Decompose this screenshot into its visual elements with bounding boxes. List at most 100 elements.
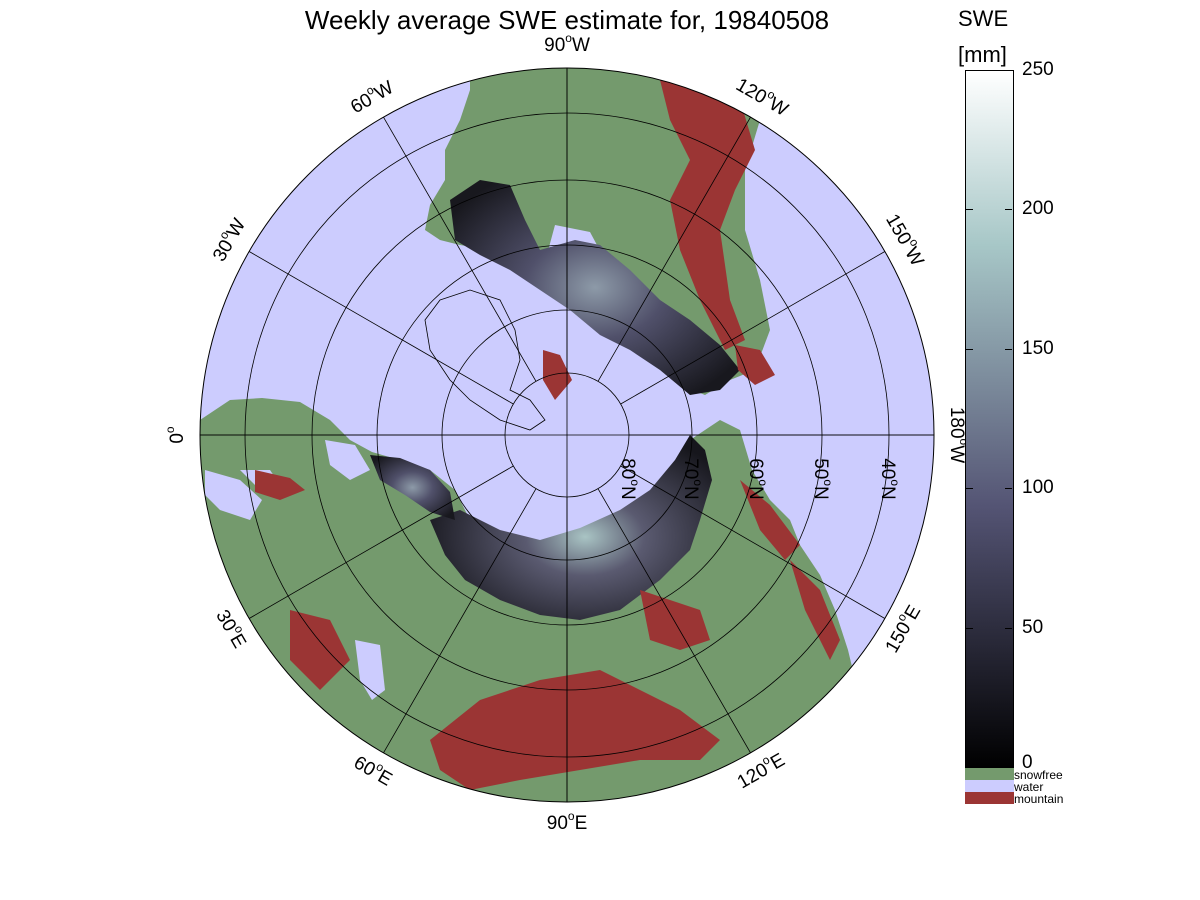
degree-symbol: o [756,479,770,486]
water-caspian [355,640,385,700]
degree-symbol: o [957,439,971,446]
colorbar-tick-mark [966,627,973,629]
legend-label-mountain: mountain [1014,792,1064,806]
longitude-label-hemisphere: W [900,244,927,270]
degree-symbol: o [888,479,902,486]
meridian-line [248,251,514,405]
mountain-kamchatka [790,560,840,660]
meridian-line [597,488,751,754]
latitude-label-degrees: 60 [745,458,766,479]
latitude-label-hemisphere: N [877,486,898,500]
snow-north-america [450,180,740,395]
meridian-line [597,116,751,382]
degree-symbol: o [691,479,705,486]
legend-label-snowfree: snowfree [1014,768,1063,782]
latitude-label-degrees: 40 [877,458,898,479]
colorbar-tick-mark [966,488,973,490]
longitude-label-hemisphere: W [946,445,967,463]
colorbar-tick-mark [1005,70,1012,71]
longitude-label: 60oW [345,74,397,118]
map-title: Weekly average SWE estimate for, 1984050… [304,5,830,35]
longitude-label: 90oW [544,31,590,56]
longitude-label-hemisphere: W [572,35,590,56]
longitude-grid [200,68,934,802]
colorbar-tick-label: 200 [1022,198,1054,220]
latitude-label-hemisphere: N [810,486,831,500]
meridian-line [383,116,537,382]
colorbar-title: SWE [958,6,1009,31]
colorbar-tick-mark [1005,209,1012,211]
colorbar-tick-mark [1005,488,1012,490]
meridian-line [383,488,537,754]
longitude-label-hemisphere: E [575,813,588,834]
longitude-label-degrees: 90 [544,35,565,56]
mountain-alps [255,470,305,500]
latitude-label-hemisphere: N [617,486,638,500]
longitude-label-degrees: 0 [167,433,188,444]
colorbar-unit: [mm] [958,42,1007,67]
map-disk [200,68,934,802]
colorbar-tick-label: 0 [1022,752,1033,773]
colorbar-tick-mark [966,209,973,211]
legend-label-water: water [1014,780,1044,794]
legend-swatch-water [965,780,1014,792]
colorbar-tick-label: 50 [1022,616,1044,638]
latitude-label-degrees: 50 [810,458,831,479]
degree-symbol: o [163,426,177,433]
colorbar-tick-label: 150 [1022,337,1054,359]
latitude-label: 50oN [810,458,835,500]
longitude-label-hemisphere: E [225,631,250,652]
colorbar-tick-mark [966,70,973,71]
longitude-label-hemisphere: E [767,750,788,775]
colorbar-tick-label: 250 [1022,59,1054,80]
latitude-label-hemisphere: N [745,486,766,500]
longitude-label: 90oE [547,809,588,834]
meridian-line [620,465,886,619]
longitude-label-degrees: 150 [882,619,916,657]
latitude-label-hemisphere: N [680,486,701,500]
degree-symbol: o [565,31,572,45]
latitude-label-degrees: 80 [617,458,638,479]
meridian-line [620,251,886,405]
longitude-label: 30oW [206,213,250,265]
mountain-iran [290,610,350,690]
longitude-label-degrees: 60 [350,752,379,781]
colorbar-tick-mark [966,348,973,350]
longitude-label-degrees: 30 [209,237,238,266]
water-baltic [325,440,370,480]
longitude-label-degrees: 120 [732,75,770,109]
legend-swatch-snowfree [965,768,1014,780]
mountain-alaska [735,345,775,385]
degree-symbol: o [568,809,575,823]
mountain-greenland-east [543,350,572,400]
mountain-east-asia [640,590,710,650]
colorbar [965,70,1014,769]
water-mediterranean [205,470,262,520]
longitude-label-hemisphere: W [371,77,397,104]
longitude-label: 180oW [946,407,971,463]
latitude-label: 40oN [877,458,902,500]
colorbar-tick-label: 100 [1022,477,1054,499]
longitude-label-degrees: 180 [946,407,967,439]
legend-swatch-mountain [965,792,1014,804]
colorbar-tick-mark [1005,767,1012,768]
mountain-siberia [740,480,800,560]
snow-eurasia [430,435,712,620]
degree-symbol: o [628,479,642,486]
colorbar-tick-mark [1005,348,1012,350]
latitude-label: 60oN [745,458,770,500]
longitude-label: 0o [163,426,188,444]
mountain-rockies [660,80,755,350]
colorbar-tick-mark [966,767,973,768]
latitude-label-degrees: 70 [680,458,701,479]
latitude-label: 80oN [617,458,642,500]
meridian-line [248,465,514,619]
degree-symbol: o [821,479,835,486]
snow-scandinavia [370,455,455,520]
longitude-label-degrees: 90 [547,813,568,834]
latitude-label: 70oN [680,458,705,500]
mountain-asia [430,670,720,790]
colorbar-tick-mark [1005,627,1012,629]
